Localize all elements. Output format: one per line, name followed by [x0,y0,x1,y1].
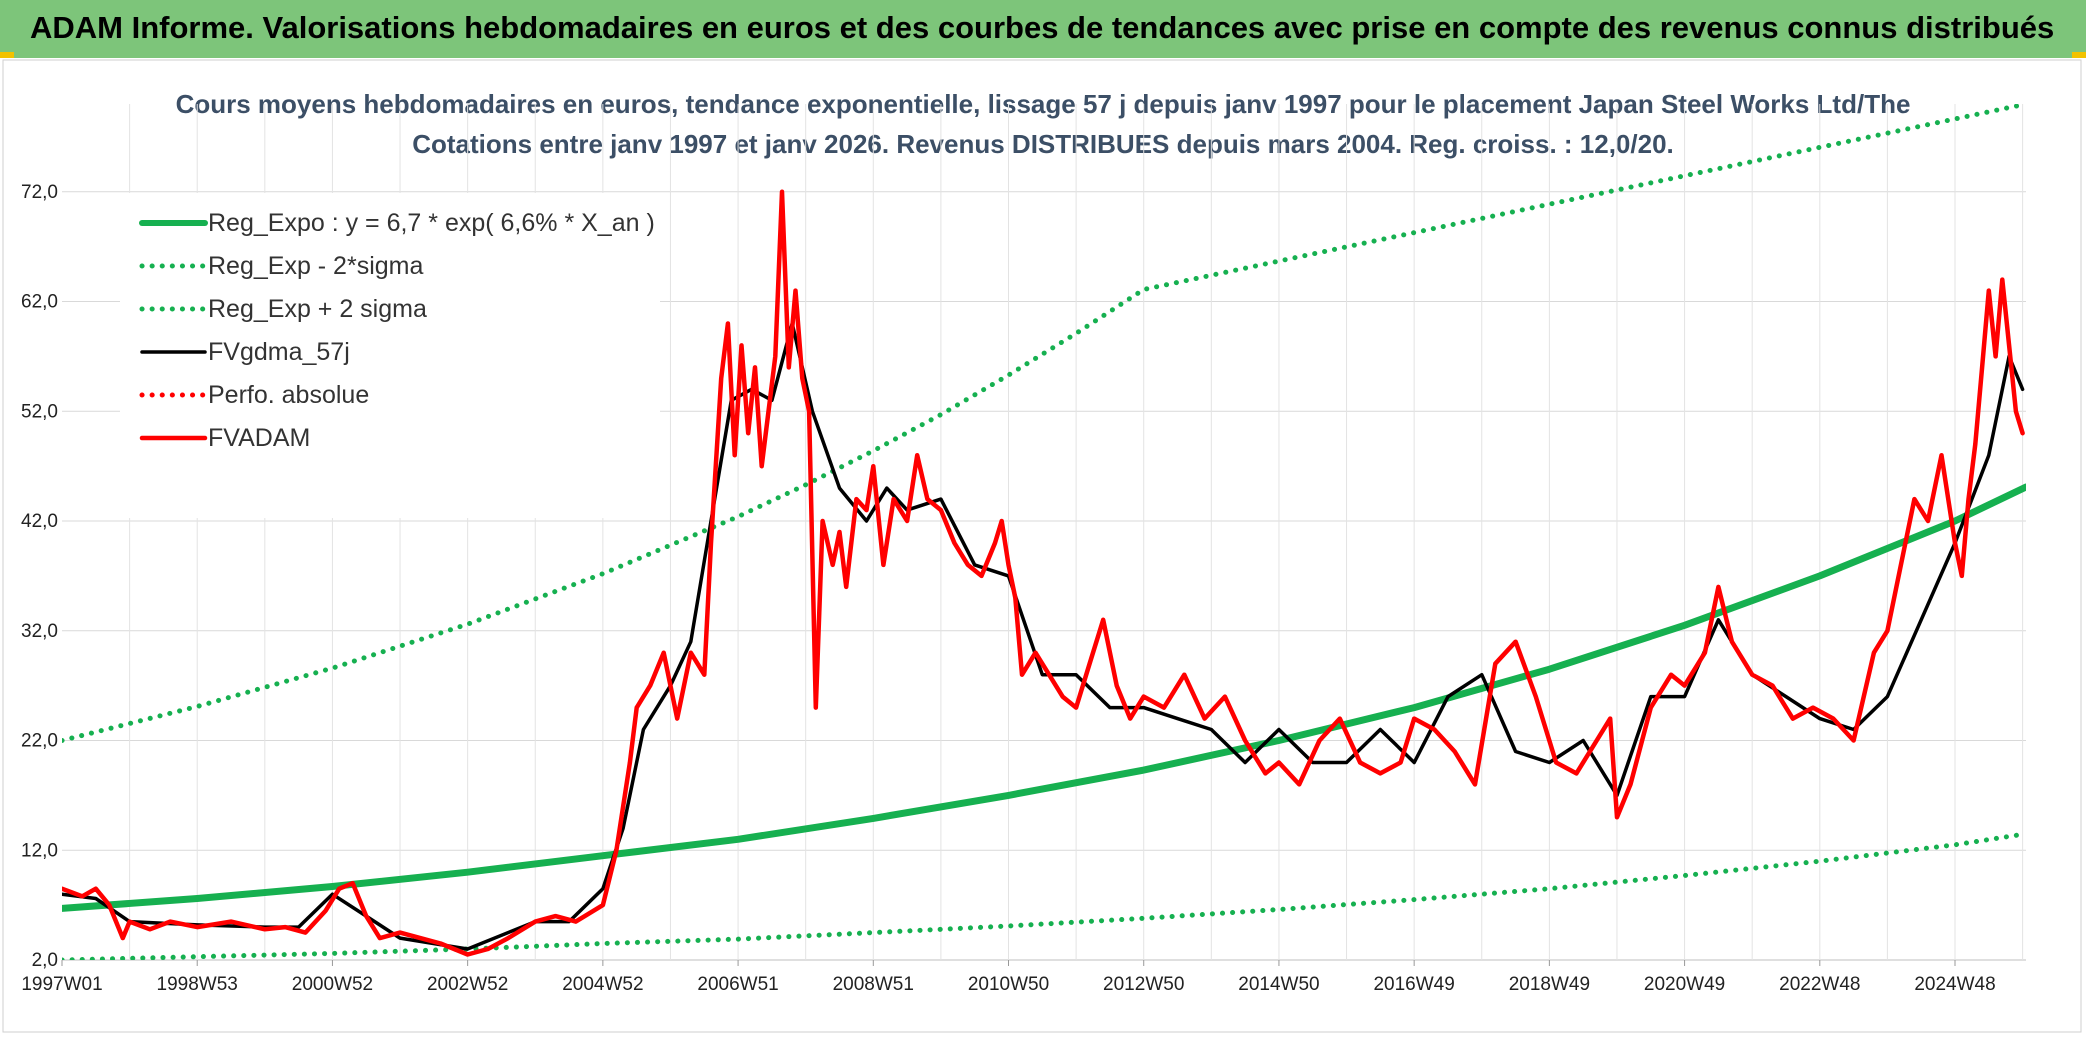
header-banner: ADAM Informe. Valorisations hebdomadaire… [0,0,2086,58]
x-tick-label: 2022W48 [1779,974,1860,995]
x-tick-label: 2012W50 [1103,974,1184,995]
y-tick-label: 12,0 [21,840,58,861]
gridlines [62,104,2026,961]
legend-background [120,193,660,518]
y-tick-label: 22,0 [21,731,58,752]
legend-label: Reg_Exp - 2*sigma [208,252,423,280]
x-tick-label: 2004W52 [562,974,643,995]
y-tick-label: 72,0 [21,182,58,203]
y-tick-label: 2,0 [32,950,58,971]
legend-label: Reg_Expo : y = 6,7 * exp( 6,6% * X_an ) [208,209,655,237]
page-title: ADAM Informe. Valorisations hebdomadaire… [30,10,2055,45]
series-lines [62,104,2026,960]
x-tick-label: 2002W52 [427,974,508,995]
x-tick-label: 2020W49 [1644,974,1725,995]
y-tick-label: 32,0 [21,621,58,642]
legend-label: FVgdma_57j [208,338,350,366]
chart-subtitle: Cotations entre janv 1997 et janv 2026. … [412,129,1674,159]
x-tick-label: 2010W50 [968,974,1049,995]
x-tick-label: 2016W49 [1373,974,1454,995]
legend: Reg_Expo : y = 6,7 * exp( 6,6% * X_an ) R… [139,209,655,452]
series-line-0 [62,483,2026,912]
legend-label: Perfo. absolue [208,381,369,409]
corner-accent-left [0,52,14,58]
series-line-2 [62,104,2026,743]
series-line-5 [62,189,2025,957]
line-chart: Cours moyens hebdomadaires en euros, ten… [2,59,2082,1033]
x-tick-label: 2024W48 [1914,974,1995,995]
legend-label: FVADAM [208,424,310,452]
x-tick-label: 2014W50 [1238,974,1319,995]
x-tick-label: 2000W52 [292,974,373,995]
corner-accent-right [2072,52,2086,58]
axis-labels: 72,0 62,0 52,0 42,0 32,0 22,0 12,0 2,0 1997W01 19… [21,182,1996,995]
x-tick-label: 2006W51 [697,974,778,995]
chart-title: Cours moyens hebdomadaires en euros, ten… [176,89,1911,119]
y-tick-label: 52,0 [21,401,58,422]
x-tick-label: 2008W51 [833,974,914,995]
x-tick-label: 1998W53 [157,974,238,995]
legend-label: Reg_Exp + 2 sigma [208,295,427,323]
x-tick-label: 1997W01 [21,974,102,995]
y-tick-label: 42,0 [21,511,58,532]
x-tick-label: 2018W49 [1509,974,1590,995]
y-tick-label: 62,0 [21,292,58,313]
